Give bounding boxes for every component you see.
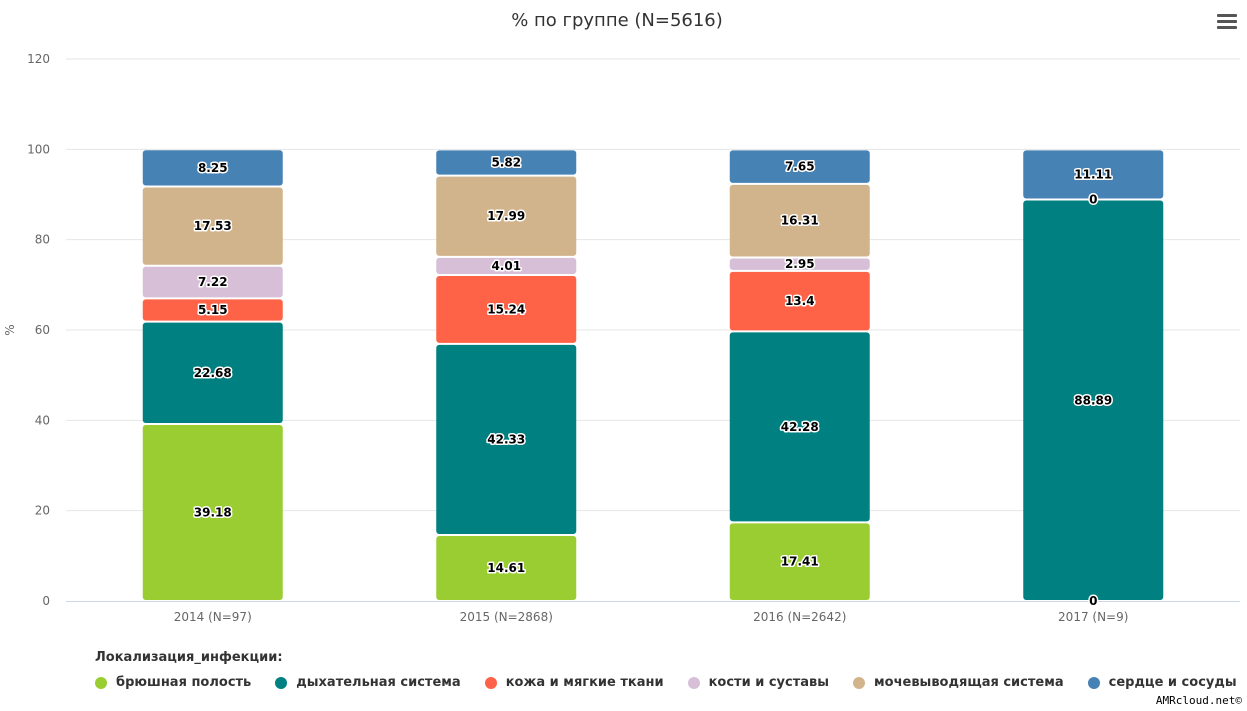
data-label: 5.82 xyxy=(491,155,521,169)
bar-segment[interactable] xyxy=(142,150,283,186)
legend-swatch xyxy=(1087,676,1100,689)
bar-segment[interactable] xyxy=(729,523,870,600)
legend-item[interactable]: сердце и сосуды xyxy=(1087,675,1237,690)
data-label: 17.99 xyxy=(487,209,525,223)
x-tick-label: 2014 (N=97) xyxy=(174,610,252,624)
bar-segment[interactable] xyxy=(729,332,870,522)
data-label: 17.53 xyxy=(194,219,232,233)
x-tick-label: 2017 (N=9) xyxy=(1058,610,1128,624)
data-label: 13.4 xyxy=(785,294,815,308)
y-tick-label: 120 xyxy=(27,52,50,66)
data-label: 42.33 xyxy=(487,432,525,446)
y-tick-label: 100 xyxy=(27,142,50,156)
data-label: 4.01 xyxy=(491,259,521,273)
bar-segment[interactable] xyxy=(1023,200,1164,601)
legend-item[interactable]: кости и суставы xyxy=(687,675,830,690)
bar-segment[interactable] xyxy=(729,258,870,270)
legend: брюшная полость дыхательная система кожа и… xyxy=(95,675,1247,690)
bar-segment[interactable] xyxy=(436,275,577,343)
y-tick-label: 40 xyxy=(35,413,50,427)
x-tick-label: 2016 (N=2642) xyxy=(753,610,846,624)
data-label: 15.24 xyxy=(487,302,525,316)
legend-label: кожа и мягкие ткани xyxy=(505,675,664,690)
data-label: 5.15 xyxy=(198,303,228,317)
data-label: 8.25 xyxy=(198,161,228,175)
bar-segment[interactable] xyxy=(1023,150,1164,199)
credit-text[interactable]: AMRcloud.net© xyxy=(1155,694,1242,707)
legend-label: мочевыводящая система xyxy=(874,675,1064,690)
bar-segment[interactable] xyxy=(142,425,283,600)
y-tick-label: 60 xyxy=(35,323,50,337)
legend-swatch xyxy=(95,676,107,689)
legend-swatch xyxy=(853,676,866,689)
x-axis: 2014 (N=97) 2015 (N=2868) 2016 (N=2642) 201… xyxy=(66,601,1240,624)
x-tick-label: 2015 (N=2868) xyxy=(460,610,553,624)
legend-item[interactable]: брюшная полость xyxy=(95,675,251,690)
data-label: 0 xyxy=(1089,594,1097,608)
data-label: 16.31 xyxy=(781,214,819,228)
y-tick-label: 0 xyxy=(42,594,50,608)
bar-segment[interactable] xyxy=(142,299,283,321)
legend-swatch xyxy=(687,676,700,689)
data-label: 88.89 xyxy=(1074,393,1112,407)
legend-title: Локализация_инфекции: xyxy=(95,650,283,665)
bar-segment[interactable] xyxy=(142,322,283,424)
bar-segment[interactable] xyxy=(729,184,870,257)
bar-segment[interactable] xyxy=(436,176,577,256)
y-tick-label: 20 xyxy=(35,504,50,518)
legend-swatch xyxy=(484,676,497,689)
y-tick-label: 80 xyxy=(35,233,50,247)
bar-segment[interactable] xyxy=(729,150,870,183)
data-label: 7.22 xyxy=(198,275,228,289)
data-label: 7.65 xyxy=(785,160,815,174)
data-label: 14.61 xyxy=(487,561,525,575)
y-axis-label: % xyxy=(3,324,17,335)
y-axis: 0 20 40 60 80 100 120 xyxy=(27,52,50,608)
bar-segment[interactable] xyxy=(436,257,577,274)
legend-label: дыхательная система xyxy=(296,675,461,690)
legend-item[interactable]: мочевыводящая система xyxy=(853,675,1064,690)
data-label: 42.28 xyxy=(781,420,819,434)
data-label: 22.68 xyxy=(194,366,232,380)
bar-segment[interactable] xyxy=(436,150,577,175)
data-label: 11.11 xyxy=(1074,167,1112,181)
legend-label: сердце и сосуды xyxy=(1108,675,1237,690)
chart-title: % по группе (N=5616) xyxy=(511,10,723,31)
legend-item[interactable]: дыхательная система xyxy=(275,675,461,690)
legend-swatch xyxy=(275,676,288,689)
legend-item[interactable]: кожа и мягкие ткани xyxy=(484,675,664,690)
data-label: 2.95 xyxy=(785,257,815,271)
bar-segment[interactable] xyxy=(142,266,283,298)
bar-segment[interactable] xyxy=(436,344,577,535)
legend-label: кости и суставы xyxy=(708,675,830,690)
data-label: 0 xyxy=(1089,193,1097,207)
bar-segment[interactable] xyxy=(729,271,870,331)
data-label: 39.18 xyxy=(194,506,232,520)
bar-segment[interactable] xyxy=(142,187,283,265)
hamburger-menu-icon[interactable] xyxy=(1217,14,1237,34)
data-labels: 39.18 22.68 5.15 7.22 17.53 8.25 14.61 42.33 15.… xyxy=(192,154,1113,610)
data-label: 17.41 xyxy=(781,555,819,569)
bars xyxy=(142,150,1164,601)
bar-segment[interactable] xyxy=(436,536,577,600)
legend-label: брюшная полость xyxy=(116,675,252,690)
